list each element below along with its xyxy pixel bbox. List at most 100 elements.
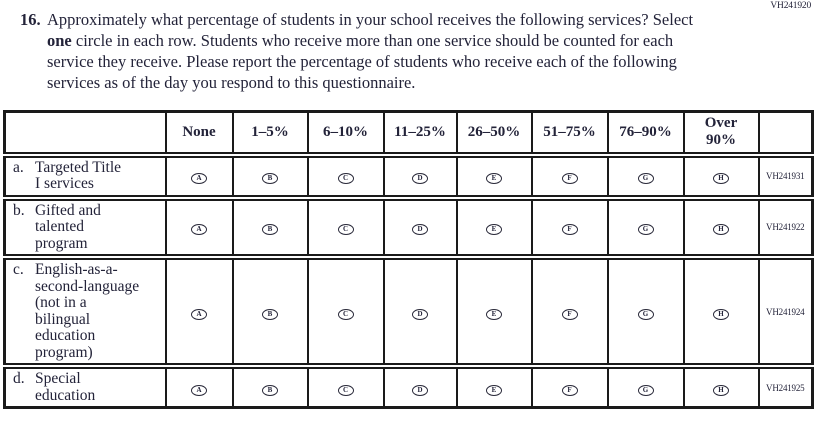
bubble-cell: F: [530, 194, 609, 258]
question-text: Approximately what percentage of student…: [47, 9, 802, 93]
col-header-none: None: [164, 110, 234, 158]
bubble-cell: C: [306, 194, 385, 258]
bubble-cell: B: [231, 254, 309, 367]
bubble-letter: D: [417, 225, 423, 234]
table-body: a. Targeted Title I services A B C D E F…: [3, 151, 814, 409]
bubble-cell: A: [164, 254, 234, 367]
bubble-letter: H: [718, 309, 724, 318]
row-letter-a: a.: [13, 158, 24, 176]
row-code-a: VH241931: [757, 151, 814, 199]
question-id-code: VH241920: [770, 1, 811, 11]
bubble-c-6-10[interactable]: C: [337, 308, 354, 320]
bubble-c-11-25[interactable]: D: [412, 308, 428, 320]
bubble-b-none[interactable]: A: [191, 224, 207, 236]
bubble-letter: C: [342, 225, 349, 234]
bubble-d-1-5[interactable]: B: [262, 384, 278, 396]
bubble-cell: A: [164, 194, 234, 258]
bubble-letter: F: [567, 225, 572, 234]
bubble-c-over-90[interactable]: H: [713, 308, 729, 320]
bubble-cell: H: [682, 254, 760, 367]
bubble-d-none[interactable]: A: [191, 384, 207, 396]
bubble-cell: B: [231, 363, 309, 409]
row-code-b: VH241922: [757, 194, 814, 258]
bubble-letter: G: [642, 225, 649, 234]
bubble-c-26-50[interactable]: E: [486, 308, 502, 320]
bubble-letter: B: [267, 385, 273, 394]
bubble-b-over-90[interactable]: H: [713, 224, 729, 236]
bubble-a-over-90[interactable]: H: [713, 173, 729, 184]
bubble-letter: F: [567, 385, 572, 394]
bubble-cell: D: [382, 363, 458, 409]
bubble-letter: E: [491, 309, 497, 318]
col-header-6-10: 6–10%: [306, 110, 385, 158]
bubble-a-76-90[interactable]: G: [637, 173, 654, 184]
bubble-cell: B: [231, 194, 309, 258]
bubble-d-76-90[interactable]: G: [637, 384, 654, 396]
table-row-c: c. English-as-a- second-language (not in…: [3, 254, 814, 367]
row-letter-d: d.: [13, 370, 25, 387]
question-bold-word: one: [47, 31, 72, 50]
bubble-letter: F: [567, 174, 572, 183]
bubble-d-over-90[interactable]: H: [713, 384, 729, 396]
bubble-d-11-25[interactable]: D: [412, 384, 428, 396]
col-header-over-90: Over 90%: [682, 110, 760, 158]
bubble-cell: G: [606, 254, 685, 367]
bubble-b-51-75[interactable]: F: [561, 224, 578, 236]
bubble-a-6-10[interactable]: C: [337, 173, 354, 184]
bubble-letter: F: [567, 309, 572, 318]
bubble-cell: H: [682, 151, 760, 199]
col-header-51-75: 51–75%: [530, 110, 609, 158]
bubble-a-1-5[interactable]: B: [262, 173, 278, 184]
bubble-letter: D: [417, 309, 423, 318]
bubble-letter: H: [718, 174, 724, 183]
bubble-d-51-75[interactable]: F: [561, 384, 578, 396]
bubble-c-76-90[interactable]: G: [637, 308, 654, 320]
row-label-a: Targeted Title I services: [35, 158, 122, 192]
bubble-cell: H: [682, 363, 760, 409]
row-code-d: VH241925: [757, 363, 814, 409]
bubble-d-26-50[interactable]: E: [486, 384, 502, 396]
bubble-a-11-25[interactable]: D: [412, 173, 428, 184]
bubble-cell: D: [382, 194, 458, 258]
bubble-b-1-5[interactable]: B: [262, 224, 278, 236]
bubble-letter: B: [267, 309, 273, 318]
bubble-cell: A: [164, 151, 234, 199]
bubble-b-6-10[interactable]: C: [337, 224, 354, 236]
bubble-c-none[interactable]: A: [191, 308, 207, 320]
row-label-wrap: c. English-as-a- second-language (not in…: [7, 261, 164, 363]
table-row-a: a. Targeted Title I services A B C D E F…: [3, 151, 814, 199]
bubble-a-51-75[interactable]: F: [561, 173, 578, 184]
bubble-cell: G: [606, 363, 685, 409]
bubble-letter: G: [642, 385, 649, 394]
col-header-26-50: 26–50%: [455, 110, 533, 158]
bubble-b-11-25[interactable]: D: [412, 224, 428, 236]
row-label-c: English-as-a- second-language (not in a …: [35, 261, 140, 361]
col-header-code-blank: [757, 110, 814, 158]
question-block: 16. Approximately what percentage of stu…: [20, 9, 802, 93]
bubble-letter: C: [342, 309, 349, 318]
col-header-blank: [3, 110, 167, 158]
bubble-letter: A: [196, 385, 202, 394]
bubble-cell: B: [231, 151, 309, 199]
bubble-letter: E: [491, 174, 497, 183]
bubble-cell: D: [382, 151, 458, 199]
bubble-letter: C: [342, 174, 349, 183]
bubble-letter: B: [267, 225, 273, 234]
bubble-b-26-50[interactable]: E: [486, 224, 502, 236]
row-label-wrap: d. Special education: [7, 370, 164, 406]
bubble-letter: B: [267, 174, 273, 183]
bubble-letter: D: [417, 174, 423, 183]
col-header-1-5: 1–5%: [231, 110, 309, 158]
col-header-11-25: 11–25%: [382, 110, 458, 158]
bubble-cell: C: [306, 254, 385, 367]
bubble-a-none[interactable]: A: [191, 173, 207, 184]
row-label-wrap: a. Targeted Title I services: [7, 158, 164, 195]
bubble-letter: G: [642, 309, 649, 318]
bubble-a-26-50[interactable]: E: [486, 173, 502, 184]
bubble-d-6-10[interactable]: C: [337, 384, 354, 396]
bubble-c-1-5[interactable]: B: [262, 308, 278, 320]
bubble-b-76-90[interactable]: G: [637, 224, 654, 236]
bubble-c-51-75[interactable]: F: [561, 308, 578, 320]
bubble-cell: E: [455, 194, 533, 258]
